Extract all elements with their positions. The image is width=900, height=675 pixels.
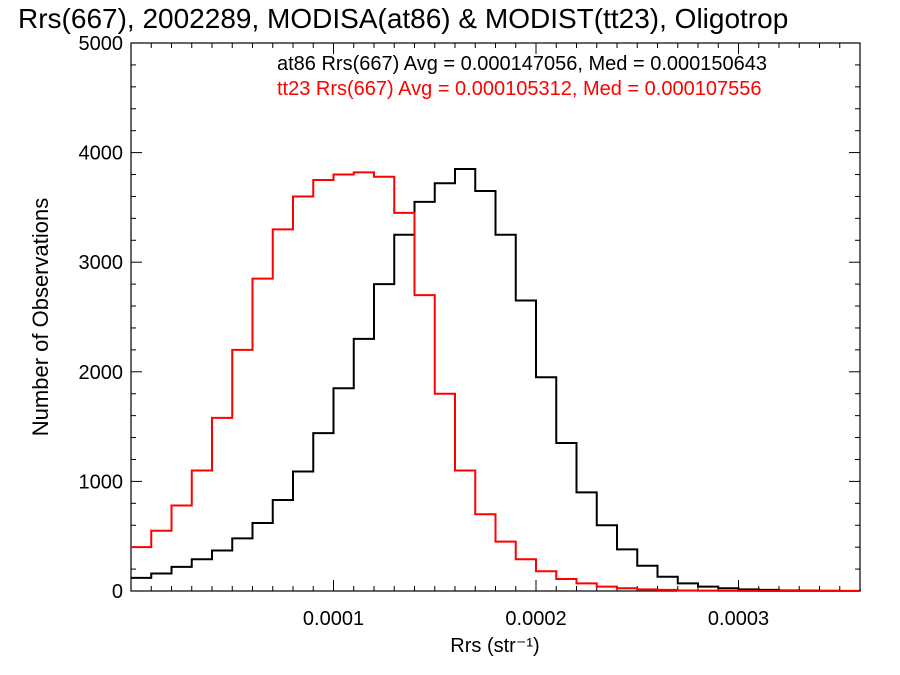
- y-tick-label: 5000: [79, 33, 124, 55]
- y-tick-label: 1000: [79, 471, 124, 493]
- x-axis-ticks: 0.0001 0.0002 0.0003: [150, 43, 861, 630]
- series-line-tt23: [131, 171, 860, 592]
- y-tick-label: 3000: [79, 252, 124, 274]
- chart-title: Rrs(667), 2002289, MODISA(at86) & MODIST…: [18, 3, 788, 34]
- y-tick-label: 2000: [79, 362, 124, 384]
- y-tick-label: 0: [112, 581, 123, 603]
- series-layer: [131, 168, 861, 592]
- x-tick-label: 0.0001: [303, 608, 364, 630]
- annotation-tt23: tt23 Rrs(667) Avg = 0.000105312, Med = 0…: [277, 78, 761, 100]
- x-tick-label: 0.0002: [505, 608, 566, 630]
- x-tick-label: 0.0003: [708, 608, 769, 630]
- plot-frame: [130, 42, 861, 592]
- y-axis-ticks: 0 1000 2000 3000 4000 5000: [79, 33, 860, 603]
- annotation-at86: at86 Rrs(667) Avg = 0.000147056, Med = 0…: [277, 53, 767, 75]
- x-axis-label: Rrs (str⁻¹): [450, 635, 539, 657]
- y-axis-label: Number of Observations: [28, 198, 53, 436]
- series-line-at86: [131, 168, 861, 592]
- y-tick-label: 4000: [79, 143, 124, 165]
